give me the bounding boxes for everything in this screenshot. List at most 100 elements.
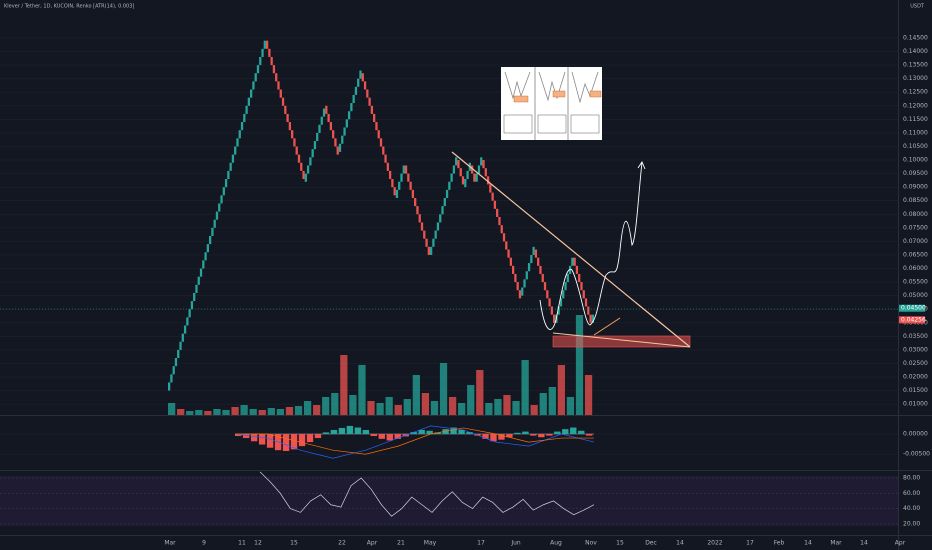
- renko-brick: [297, 154, 301, 163]
- renko-brick: [466, 170, 469, 180]
- volume-bar: [367, 401, 375, 415]
- renko-brick: [532, 246, 535, 255]
- renko-brick: [263, 40, 266, 49]
- volume-bar: [430, 401, 439, 415]
- y-tick-label: 0.13500: [903, 62, 928, 69]
- renko-brick: [445, 189, 449, 199]
- y-tick-label: 0.11500: [903, 116, 928, 123]
- renko-brick: [329, 122, 333, 131]
- x-tick-label: 15: [290, 540, 298, 547]
- macd-histogram-bar: [314, 434, 322, 439]
- renko-brick: [272, 65, 276, 74]
- x-tick-label: Apr: [367, 540, 378, 547]
- macd-histogram-bar: [482, 434, 489, 439]
- renko-brick: [227, 170, 230, 180]
- marks: [168, 40, 595, 517]
- renko-brick: [514, 273, 517, 283]
- renko-brick: [338, 143, 342, 152]
- renko-brick: [202, 260, 205, 269]
- renko-brick: [177, 349, 180, 359]
- renko-brick: [571, 257, 574, 266]
- y-tick-label: 0.03000: [903, 346, 928, 353]
- renko-brick: [318, 124, 321, 133]
- volume-bar: [322, 397, 330, 415]
- y-tick-label: 0.06000: [903, 265, 928, 272]
- x-tick-label: Nov: [585, 540, 597, 547]
- renko-brick: [407, 173, 410, 182]
- x-tick-label: 12: [254, 540, 262, 547]
- y-tick-label: 40.00: [903, 505, 920, 512]
- renko-brick: [265, 40, 269, 49]
- renko-brick: [534, 249, 538, 258]
- renko-brick: [236, 138, 239, 147]
- renko-brick: [229, 162, 232, 171]
- renko-brick: [186, 317, 189, 326]
- renko-brick: [222, 187, 225, 196]
- macd-histogram-bar: [266, 434, 274, 448]
- y-tick-label: 0.02500: [903, 360, 928, 367]
- renko-brick: [327, 113, 330, 123]
- y-tick-label: 0.06500: [903, 251, 928, 258]
- projection-arrow: [637, 161, 646, 170]
- volume-bar: [231, 407, 239, 415]
- macd-histogram-bar: [386, 434, 393, 441]
- renko-brick: [420, 222, 424, 231]
- renko-brick: [384, 154, 387, 163]
- y-tick-label: 0.10500: [903, 143, 928, 150]
- renko-brick: [409, 181, 412, 190]
- image-panel: [501, 67, 602, 140]
- renko-brick: [243, 113, 246, 123]
- macd-histogram-bar: [378, 434, 385, 439]
- renko-brick: [288, 122, 292, 131]
- renko-brick: [505, 241, 508, 250]
- x-tick-label: Feb: [774, 540, 785, 547]
- renko-brick: [286, 113, 289, 123]
- renko-brick: [527, 263, 531, 272]
- y-tick-label: 0.05000: [903, 292, 928, 299]
- volume-bar: [448, 397, 457, 415]
- volume-bar: [530, 405, 538, 415]
- renko-brick: [395, 189, 399, 199]
- drawings: [0, 67, 898, 348]
- renko-brick: [238, 130, 241, 139]
- renko-brick: [193, 292, 196, 302]
- macd-histogram-bar: [434, 432, 441, 435]
- x-tick-label: 14: [676, 540, 684, 547]
- volume-bar: [204, 411, 212, 415]
- renko-brick: [473, 173, 476, 182]
- volume-bar: [349, 395, 357, 415]
- pattern-box: [513, 95, 529, 103]
- macd-histogram-bar: [474, 434, 481, 436]
- renko-brick: [578, 273, 581, 283]
- renko-brick: [352, 94, 355, 104]
- renko-brick: [591, 314, 594, 323]
- projection-path: [539, 161, 643, 330]
- renko-brick: [366, 89, 369, 98]
- renko-brick: [484, 168, 487, 177]
- renko-brick: [179, 341, 182, 350]
- renko-brick: [361, 73, 364, 82]
- renko-brick: [386, 162, 389, 171]
- volume-bar: [195, 410, 203, 415]
- renko-brick: [172, 366, 175, 375]
- pattern-note: [537, 114, 567, 134]
- renko-brick: [199, 268, 203, 277]
- macd-histogram-bar: [426, 430, 433, 435]
- rsi-band: [0, 476, 898, 526]
- x-tick-label: 14: [860, 540, 868, 547]
- renko-brick: [325, 105, 328, 114]
- macd-histogram-bar: [514, 432, 521, 435]
- y-tick-label: 0.03500: [903, 333, 928, 340]
- renko-brick: [443, 198, 446, 207]
- renko-brick: [550, 306, 553, 315]
- y-tick-label: 80.00: [903, 474, 920, 481]
- renko-brick: [322, 108, 326, 117]
- pattern-box: [589, 90, 602, 98]
- volume-bar: [548, 387, 556, 415]
- renko-brick: [259, 56, 262, 66]
- renko-brick: [188, 309, 191, 318]
- renko-brick: [502, 233, 506, 242]
- renko-brick: [256, 65, 260, 74]
- renko-brick: [564, 282, 567, 291]
- renko-brick: [277, 81, 280, 90]
